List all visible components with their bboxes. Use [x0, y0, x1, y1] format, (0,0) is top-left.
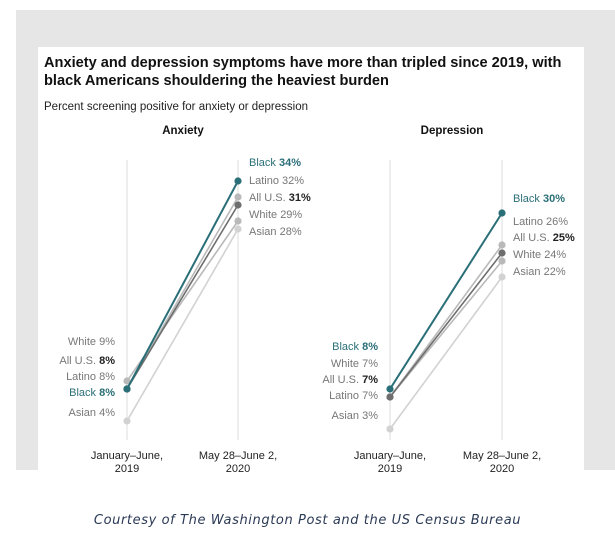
anxiety-x-tick-label: May 28–June 2, 2020	[199, 450, 277, 475]
depression-line-all-us	[389, 252, 503, 398]
depression-point-white-end	[498, 257, 506, 265]
depression-label-white-end: White 24%	[513, 249, 566, 261]
panel-title-depression: Depression	[420, 125, 484, 137]
anxiety-point-black-end	[234, 177, 242, 185]
image-caption: Courtesy of The Washington Post and the …	[93, 513, 522, 528]
depression-line-white	[389, 260, 503, 398]
depression-point-black-start	[386, 385, 394, 393]
anxiety-label-asian-end: Asian 28%	[249, 226, 302, 238]
anxiety-point-latino-end	[234, 193, 242, 201]
depression-label-all-us-start: All U.S. 7%	[322, 374, 378, 386]
depression-label-latino-start: Latino 7%	[329, 390, 378, 402]
depression-point-all-us-start	[386, 393, 394, 401]
anxiety-label-black-end: Black 34%	[249, 157, 301, 169]
depression-x-tick-label: January–June, 2019	[354, 450, 426, 475]
depression-point-all-us-end	[498, 249, 506, 257]
depression-point-latino-end	[498, 241, 506, 249]
anxiety-label-white-end: White 29%	[249, 209, 302, 221]
anxiety-point-black-start	[123, 385, 131, 393]
depression-line-black	[389, 212, 503, 390]
anxiety-label-latino-end: Latino 32%	[249, 175, 304, 187]
depression-label-all-us-end: All U.S. 25%	[513, 232, 575, 244]
anxiety-label-all-us-end: All U.S. 31%	[249, 192, 311, 204]
anxiety-line-all-us	[126, 204, 239, 390]
depression-label-asian-start: Asian 3%	[332, 410, 379, 422]
chart-title: Anxiety and depression symptoms have mor…	[44, 55, 562, 89]
anxiety-line-asian	[126, 228, 239, 422]
anxiety-label-latino-start: Latino 8%	[66, 371, 115, 383]
depression-label-asian-end: Asian 22%	[513, 266, 566, 278]
depression-label-black-start: Black 8%	[332, 341, 378, 353]
depression-point-asian-end	[498, 273, 506, 281]
anxiety-point-all-us-end	[234, 201, 242, 209]
anxiety-line-black	[126, 180, 239, 390]
panel-title-anxiety: Anxiety	[162, 125, 204, 137]
chart-subtitle: Percent screening positive for anxiety o…	[44, 101, 309, 113]
anxiety-x-tick-label: January–June, 2019	[91, 450, 163, 475]
chart-card	[38, 47, 584, 486]
depression-label-white-start: White 7%	[331, 358, 378, 370]
depression-x-tick-label: May 28–June 2, 2020	[463, 450, 541, 475]
depression-label-black-end: Black 30%	[513, 193, 565, 205]
anxiety-label-all-us-start: All U.S. 8%	[59, 355, 115, 367]
anxiety-point-asian-start	[123, 417, 131, 425]
anxiety-point-white-end	[234, 217, 242, 225]
anxiety-point-white-start	[123, 377, 131, 385]
depression-line-asian	[389, 276, 503, 430]
anxiety-label-black-start: Black 8%	[69, 387, 115, 399]
anxiety-label-white-start: White 9%	[68, 336, 115, 348]
depression-label-latino-end: Latino 26%	[513, 216, 568, 228]
depression-point-asian-start	[386, 425, 394, 433]
anxiety-point-asian-end	[234, 225, 242, 233]
depression-line-latino	[389, 244, 503, 398]
anxiety-label-asian-start: Asian 4%	[69, 407, 116, 419]
depression-point-black-end	[498, 209, 506, 217]
